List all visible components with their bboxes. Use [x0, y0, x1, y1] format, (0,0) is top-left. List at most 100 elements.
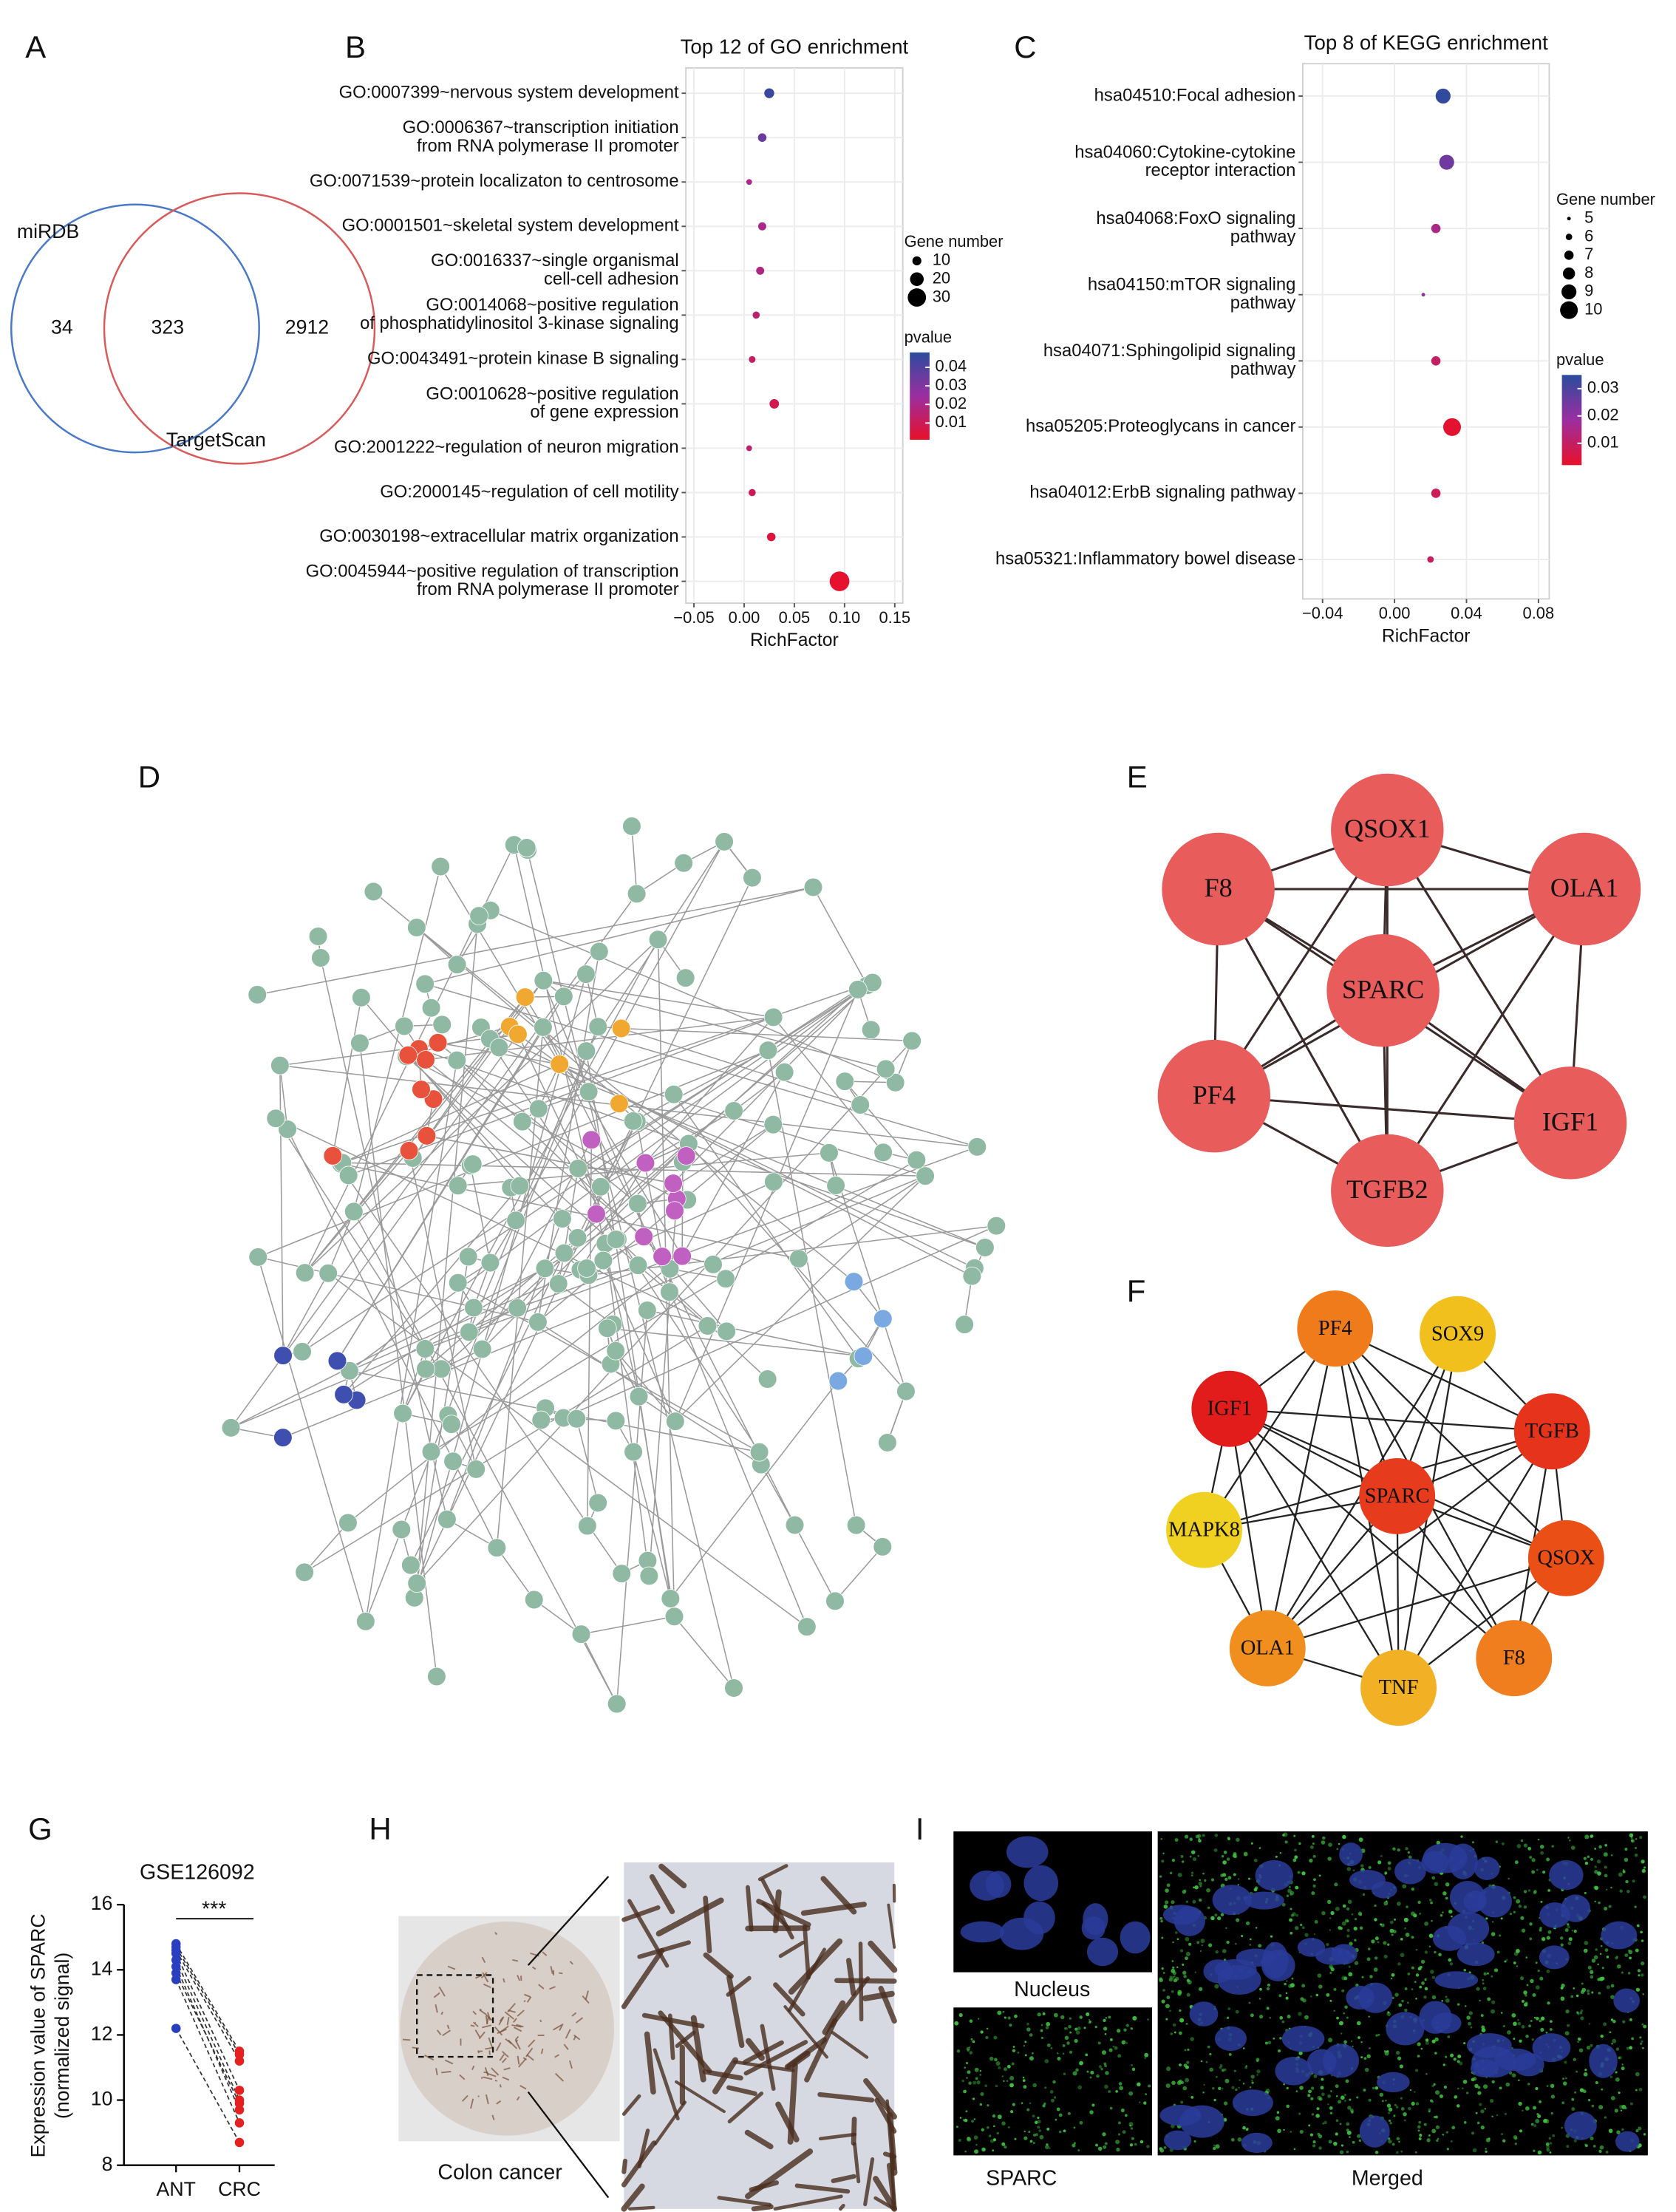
chart-title: Top 12 of GO enrichment [681, 35, 909, 58]
sparc-signal [1316, 2107, 1320, 2111]
stain [621, 1905, 661, 1922]
sparc-signal [967, 2070, 971, 2075]
node-label: SOX9 [1431, 1323, 1484, 1346]
sparc-signal [1184, 1834, 1189, 1839]
sparc-signal [1414, 2151, 1417, 2154]
network-node [273, 1346, 293, 1365]
stain [554, 2072, 565, 2082]
stain [528, 2039, 536, 2048]
network-node [627, 884, 647, 904]
sparc-signal [1622, 1870, 1626, 1874]
sparc-signal [1105, 2017, 1107, 2019]
network-edge [347, 1256, 683, 1524]
sparc-signal [1567, 1923, 1570, 1926]
sparc-signal [1599, 2145, 1604, 2150]
sparc-signal [1137, 2082, 1141, 2087]
legend-size-label: 7 [1584, 245, 1593, 263]
sparc-signal [1346, 1928, 1350, 1933]
sparc-signal [1380, 1923, 1385, 1927]
stain [477, 2095, 480, 2097]
sparc-signal [1068, 2025, 1072, 2029]
pair-line [175, 1950, 240, 2062]
sparc-signal [1431, 1876, 1436, 1880]
network-edge [607, 1327, 864, 1357]
sparc-signal [1063, 2027, 1067, 2030]
network-node [975, 1238, 995, 1257]
venn-set-label: TargetScan [166, 429, 266, 451]
network-node [472, 1339, 492, 1359]
sparc-signal [1128, 2091, 1134, 2096]
sparc-signal [1295, 1885, 1299, 1890]
sparc-signal [1302, 1998, 1307, 2003]
network-node [576, 964, 596, 984]
network-node [417, 1126, 437, 1146]
sparc-signal [1060, 2015, 1065, 2020]
sparc-signal [1537, 1838, 1540, 1841]
stain [726, 2085, 757, 2097]
sparc-signal [1258, 1944, 1262, 1948]
network-edge [670, 1381, 839, 1599]
network-edge [633, 1049, 769, 1122]
sparc-signal [971, 2120, 974, 2123]
sparc-signal [1389, 2122, 1392, 2125]
sparc-signal [1299, 2129, 1304, 2134]
network-node [1513, 1393, 1590, 1470]
sparc-signal [1634, 1853, 1638, 1857]
sparc-signal [1292, 1858, 1297, 1862]
sparc-signal [1550, 2083, 1555, 2089]
sparc-signal [1525, 1994, 1527, 1997]
sparc-signal [1485, 2150, 1488, 2153]
sparc-signal [1573, 1987, 1575, 1990]
sparc-signal [1604, 1948, 1609, 1953]
sparc-signal [1024, 2054, 1027, 2057]
sparc-signal [1286, 2104, 1290, 2109]
network-edge [1267, 1328, 1336, 1649]
sparc-signal [1511, 2013, 1516, 2018]
point [234, 2086, 245, 2095]
stain [481, 1956, 486, 1964]
stain [446, 2024, 450, 2029]
sparc-signal [1389, 1920, 1394, 1925]
stain [501, 2058, 507, 2063]
network-node [447, 1050, 467, 1070]
network-node [1331, 1134, 1444, 1248]
sparc-signal [1513, 2038, 1516, 2040]
stain [474, 2022, 477, 2024]
sparc-signal [1072, 2143, 1076, 2148]
sparc-signal [1521, 2024, 1525, 2029]
stain [516, 2024, 524, 2028]
network-node [854, 1347, 873, 1366]
sparc-signal [1342, 1904, 1346, 1908]
nucleus [1255, 1859, 1294, 1891]
network-edge [275, 1117, 426, 1350]
stain [484, 2066, 489, 2077]
sparc-signal [1329, 1917, 1332, 1919]
sparc-signal [1502, 2025, 1505, 2027]
sparc-signal [1256, 2074, 1258, 2076]
sparc-signal [1514, 2143, 1517, 2145]
sparc-signal [1531, 1857, 1536, 1862]
network-edge [517, 1265, 638, 1309]
image-caption: Merged [1352, 2166, 1423, 2190]
sparc-signal [1394, 1918, 1396, 1921]
nucleus [1564, 2111, 1597, 2140]
sparc-signal [1388, 2119, 1391, 2123]
network-edge [279, 1065, 288, 1130]
sparc-signal [1594, 1865, 1597, 1868]
sparc-signal [1161, 1999, 1165, 2004]
sparc-signal [1012, 2046, 1015, 2048]
stain [517, 1975, 521, 1981]
sparc-signal [1386, 2103, 1391, 2108]
nucleus [1589, 2043, 1618, 2078]
sparc-signal [1428, 2108, 1431, 2111]
sparc-signal [1117, 2054, 1122, 2058]
sparc-signal [1213, 2144, 1216, 2147]
sparc-signal [1502, 2139, 1506, 2143]
dot [829, 571, 850, 591]
network-node [664, 1174, 683, 1193]
sparc-signal [1395, 2151, 1399, 2154]
sparc-signal [1244, 2066, 1248, 2069]
sparc-signal [1346, 2130, 1352, 2135]
network-node [534, 971, 553, 990]
